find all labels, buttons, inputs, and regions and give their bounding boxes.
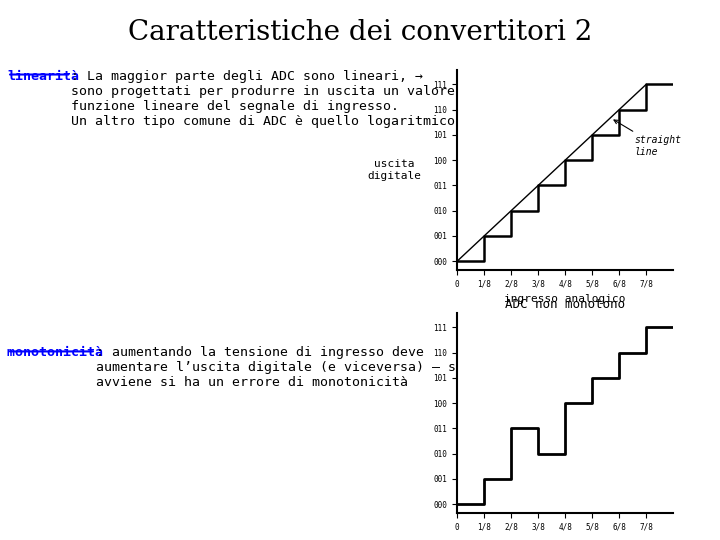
Title: ADC non monotono: ADC non monotono <box>505 298 625 310</box>
Y-axis label: uscita
digitale: uscita digitale <box>368 159 422 181</box>
X-axis label: ingresso analogico: ingresso analogico <box>505 294 626 304</box>
Text: monotonicità: monotonicità <box>7 346 111 359</box>
Text: linearità: linearità <box>7 70 79 83</box>
Text: : aumentando la tensione di ingresso deve
aumentare l’uscita digitale (e vicever: : aumentando la tensione di ingresso dev… <box>96 346 552 389</box>
Text: : La maggior parte degli ADC sono lineari, →
sono progettati per produrre in usc: : La maggior parte degli ADC sono linear… <box>71 70 455 128</box>
Text: Caratteristiche dei convertitori 2: Caratteristiche dei convertitori 2 <box>128 19 592 46</box>
Text: straight
line: straight line <box>614 120 681 157</box>
